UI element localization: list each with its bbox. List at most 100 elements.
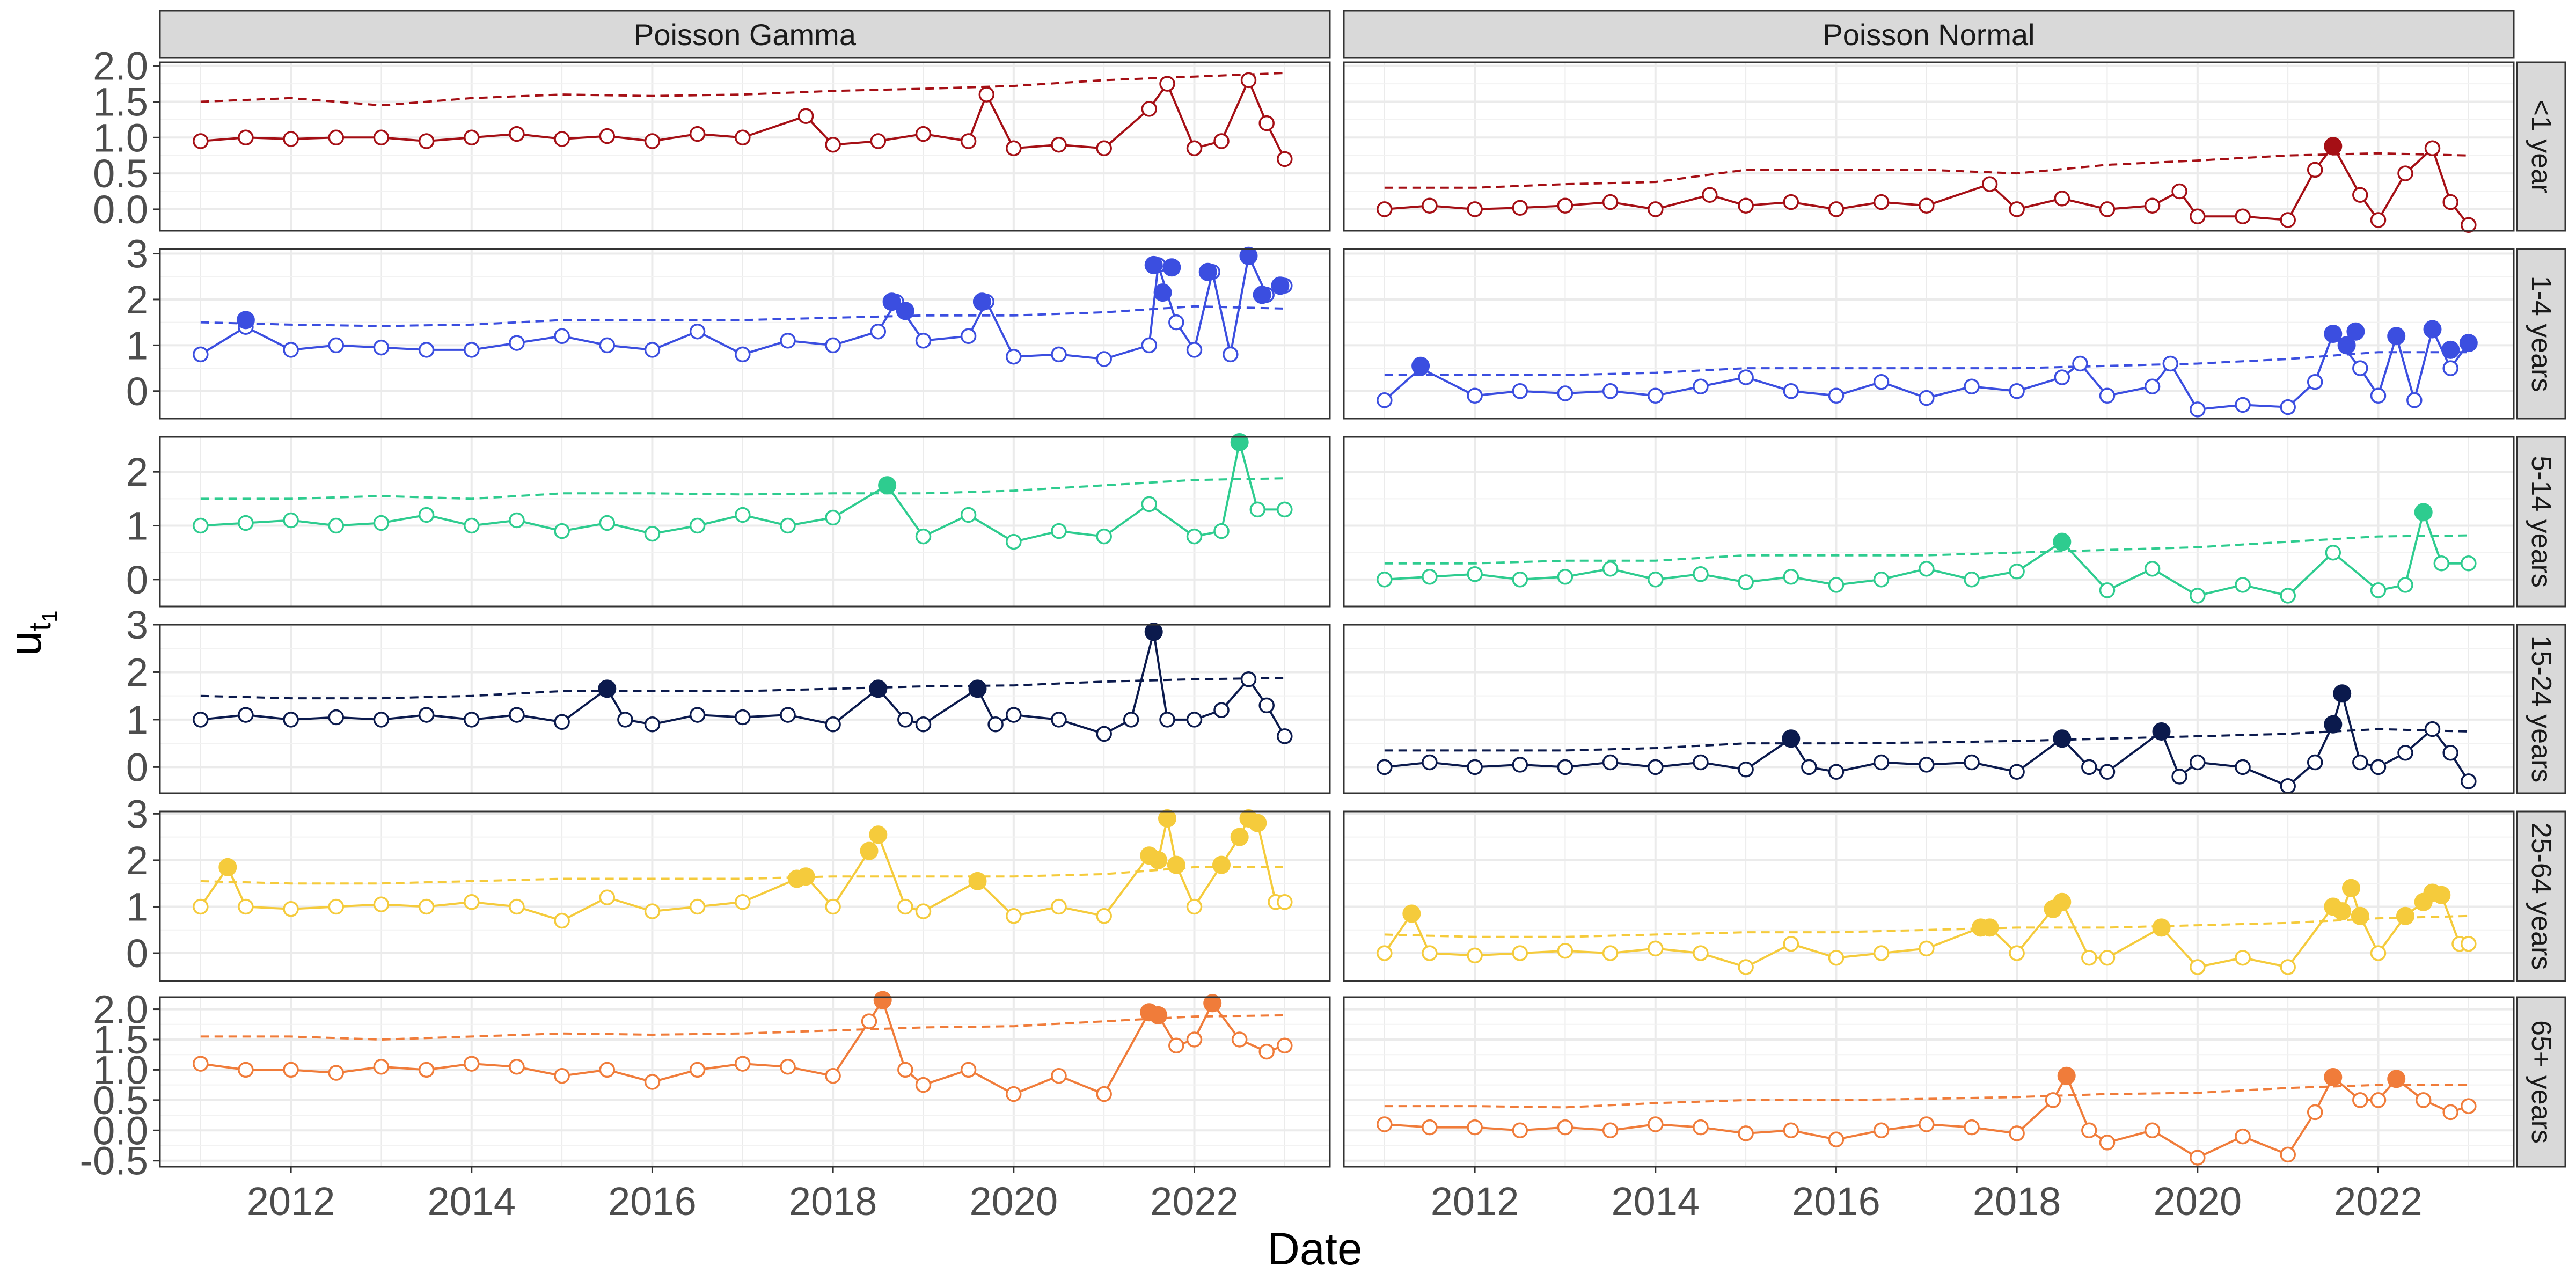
observed-point bbox=[1377, 1116, 1393, 1132]
observed-point bbox=[2424, 140, 2441, 157]
y-tick-label: 2.0 bbox=[93, 44, 148, 89]
observed-point bbox=[1738, 197, 1754, 214]
observed-point bbox=[870, 133, 887, 149]
flagged-point bbox=[860, 841, 879, 860]
observed-point bbox=[328, 129, 345, 146]
observed-point bbox=[193, 1056, 209, 1072]
observed-point bbox=[193, 346, 209, 363]
observed-point bbox=[2144, 1122, 2161, 1139]
observed-point bbox=[509, 1059, 525, 1075]
observed-point bbox=[2370, 387, 2387, 404]
observed-point bbox=[1213, 133, 1230, 149]
observed-point bbox=[1738, 762, 1754, 778]
observed-point bbox=[2352, 360, 2368, 376]
observed-point bbox=[328, 337, 345, 354]
observed-point bbox=[1602, 754, 1619, 771]
observed-point bbox=[1186, 342, 1203, 358]
observed-point bbox=[1277, 151, 1293, 167]
flagged-point bbox=[1144, 255, 1163, 274]
observed-point bbox=[1828, 577, 1845, 593]
x-tick-label: 2018 bbox=[789, 1179, 877, 1224]
panel-background bbox=[160, 249, 1330, 419]
panel-poisson-normal-15-24-years bbox=[1343, 624, 2515, 794]
observed-point bbox=[554, 912, 570, 929]
x-tick-label: 2020 bbox=[2153, 1179, 2242, 1224]
observed-point bbox=[1783, 935, 1799, 952]
row-strip-5-14-years bbox=[2516, 436, 2566, 608]
flagged-point bbox=[896, 302, 914, 320]
flagged-point bbox=[968, 679, 987, 698]
observed-point bbox=[1258, 697, 1275, 714]
observed-point bbox=[554, 523, 570, 539]
observed-point bbox=[1006, 533, 1022, 550]
observed-point bbox=[2235, 208, 2251, 225]
observed-point bbox=[2307, 374, 2323, 390]
y-axis-title-main: u bbox=[0, 631, 50, 656]
observed-point bbox=[1213, 702, 1230, 718]
observed-point bbox=[2442, 194, 2458, 210]
observed-point bbox=[2370, 945, 2387, 961]
flagged-point bbox=[1782, 729, 1801, 748]
observed-point bbox=[1964, 1119, 1980, 1136]
flagged-point bbox=[2387, 327, 2406, 346]
observed-point bbox=[2280, 778, 2296, 794]
x-tick-label: 2012 bbox=[1431, 1179, 1519, 1224]
y-tick-label: 1 bbox=[126, 504, 148, 548]
row-strip-label: 25-64 years bbox=[2526, 823, 2557, 970]
observed-point bbox=[1964, 572, 1980, 588]
y-tick-label: 3 bbox=[126, 603, 148, 647]
flagged-point bbox=[2432, 885, 2451, 904]
y-tick-label: 3 bbox=[126, 792, 148, 836]
column-strip-label: Poisson Gamma bbox=[634, 18, 857, 52]
y-tick-label: 1 bbox=[126, 884, 148, 929]
observed-point bbox=[2099, 949, 2116, 966]
observed-point bbox=[1512, 757, 1528, 773]
flagged-point bbox=[2053, 892, 2072, 911]
observed-point bbox=[1738, 574, 1754, 590]
observed-point bbox=[418, 707, 435, 723]
row-strip-15-24-years bbox=[2516, 624, 2566, 794]
panel-poisson-normal-65-years bbox=[1343, 996, 2515, 1168]
observed-point bbox=[780, 707, 796, 723]
y-tick-label: 0.5 bbox=[93, 151, 148, 196]
observed-point bbox=[1873, 374, 1890, 390]
observed-point bbox=[780, 333, 796, 349]
panel-poisson-normal-1-4-years bbox=[1343, 248, 2515, 420]
flagged-point bbox=[2459, 334, 2478, 353]
flagged-point bbox=[1167, 855, 1185, 874]
observed-point bbox=[599, 337, 616, 354]
y-tick-label: 1.0 bbox=[93, 1048, 148, 1092]
column-strip-poisson-gamma bbox=[159, 10, 1331, 59]
observed-point bbox=[2190, 754, 2206, 771]
observed-point bbox=[509, 898, 525, 915]
observed-point bbox=[1258, 115, 1275, 131]
observed-point bbox=[2072, 355, 2088, 372]
flagged-point bbox=[1230, 828, 1249, 846]
observed-point bbox=[2009, 201, 2025, 217]
observed-point bbox=[1783, 569, 1799, 585]
flagged-point bbox=[2152, 918, 2171, 937]
observed-point bbox=[735, 129, 751, 146]
observed-point bbox=[2235, 397, 2251, 413]
y-tick-label: 0.5 bbox=[93, 1078, 148, 1123]
observed-point bbox=[1006, 908, 1022, 924]
flagged-point bbox=[2414, 503, 2433, 522]
panel-border bbox=[159, 61, 1331, 232]
observed-point bbox=[554, 714, 570, 730]
y-tick-label: 1.5 bbox=[93, 1018, 148, 1062]
observed-point bbox=[1783, 1122, 1799, 1139]
observed-point bbox=[2009, 945, 2025, 961]
observed-point bbox=[373, 339, 390, 356]
observed-point bbox=[1873, 572, 1890, 588]
observed-point bbox=[1648, 387, 1664, 404]
flagged-point bbox=[882, 292, 901, 311]
row-strip-label: 1-4 years bbox=[2526, 276, 2557, 392]
observed-point bbox=[1249, 501, 1266, 518]
flagged-point bbox=[1144, 623, 1163, 641]
observed-point bbox=[1051, 136, 1067, 153]
observed-point bbox=[1828, 387, 1845, 404]
flagged-point bbox=[2333, 902, 2352, 921]
observed-point bbox=[418, 1062, 435, 1078]
observed-point bbox=[2235, 577, 2251, 593]
